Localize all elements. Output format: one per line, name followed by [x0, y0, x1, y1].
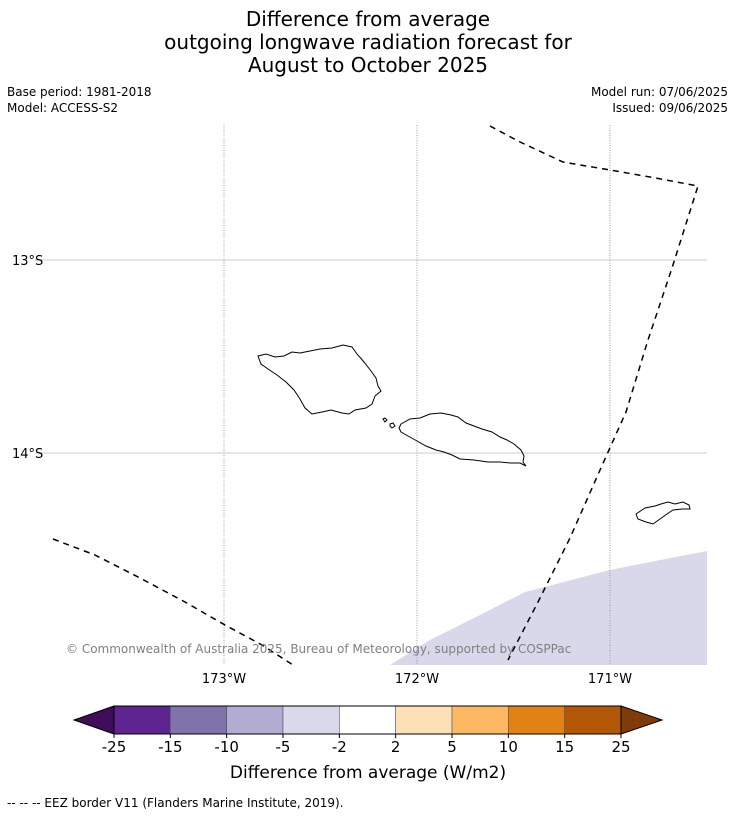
colorbar-tick-label: 15 [555, 738, 574, 756]
lat-label-14s: 14°S [12, 447, 43, 462]
colorbar-segment [451, 705, 509, 735]
manono-islet [389, 422, 396, 429]
savaii-island [257, 344, 382, 415]
model-run: Model run: 07/06/2025 [590, 85, 728, 99]
eez-border-north [489, 125, 699, 661]
colorbar-tick-label: -5 [276, 738, 291, 756]
model-name: Model: ACCESS-S2 [7, 101, 119, 115]
title-line-2: outgoing longwave radiation forecast for [164, 30, 572, 54]
colorbar-ticks: -25 -15 -10 -5 -2 2 5 10 15 25 [102, 734, 631, 756]
map-area: © Commonwealth of Australia 2025, Bureau… [35, 125, 707, 665]
colorbar-tick-label: 2 [391, 738, 401, 756]
colorbar-segment [282, 705, 340, 735]
title-line-1: Difference from average [245, 7, 491, 31]
colorbar-segment [170, 705, 227, 735]
colorbar-segment [395, 705, 453, 735]
colorbar-tick-label: -25 [102, 738, 127, 756]
colorbar-tick-label: -2 [332, 738, 347, 756]
tutuila-island [635, 501, 691, 525]
colorbar-under-arrow [72, 705, 115, 735]
meta-right: Model run: 07/06/2025 Issued: 09/06/2025 [591, 84, 728, 116]
chart-title: Difference from average outgoing longwav… [0, 8, 736, 77]
lon-label-172w: 172°W [395, 672, 439, 687]
colorbar-segment [564, 705, 622, 735]
colorbar-tick-label: 10 [499, 738, 518, 756]
colorbar-label: Difference from average (W/m2) [230, 763, 506, 783]
colorbar: -25 -15 -10 -5 -2 2 5 10 15 25 Difference from av… [72, 705, 664, 783]
colorbar-segments [113, 705, 622, 735]
apolima-islet [382, 417, 388, 423]
eez-footnote: -- -- -- EEZ border V11 (Flanders Marine… [7, 796, 344, 810]
base-period: Base period: 1981-2018 [7, 85, 152, 99]
colorbar-tick-label: 5 [447, 738, 457, 756]
copyright-notice: © Commonwealth of Australia 2025, Bureau… [66, 642, 571, 656]
lon-label-171w: 171°W [588, 672, 632, 687]
colorbar-segment [113, 705, 171, 735]
issued-date: Issued: 09/06/2025 [612, 101, 728, 115]
colorbar-tick-label: -15 [158, 738, 183, 756]
colorbar-frame [113, 705, 622, 735]
title-line-3: August to October 2025 [247, 53, 489, 77]
colorbar-segment [339, 705, 396, 735]
colorbar-segment [508, 705, 565, 735]
meta-left: Base period: 1981-2018 Model: ACCESS-S2 [7, 84, 152, 116]
upolu-island [398, 412, 527, 467]
eez-border-southwest [52, 538, 294, 665]
colorbar-tick-label: -10 [214, 738, 239, 756]
colorbar-tick-label: 25 [611, 738, 630, 756]
colorbar-segment [226, 705, 284, 735]
colorbar-over-arrow [620, 705, 664, 735]
lat-label-13s: 13°S [12, 254, 43, 269]
anomaly-region [390, 551, 707, 665]
lon-label-173w: 173°W [202, 672, 246, 687]
